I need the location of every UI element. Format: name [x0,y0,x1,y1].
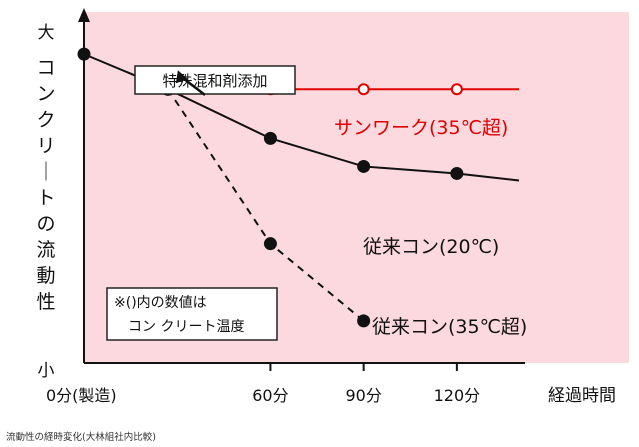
note-line-1: ※()内の数値は [114,295,207,311]
data-point [450,83,463,96]
data-point [450,166,464,180]
axes [78,8,525,371]
x-tick-label: 90分 [345,386,381,405]
data-point [357,83,370,96]
x-tick-label: 60分 [252,386,288,405]
labels-layer: 大小 コンクリ｜トの流動性 0分(製造) 60分 90分 120分 経過時間 サンワーク(35… [36,23,616,406]
y-axis-arrowhead [78,8,90,22]
x-axis-label: 経過時間 [548,386,616,406]
x-tick-label: 0分(製造) [46,386,117,405]
data-point [263,131,277,145]
note-line-2: コン クリート温度 [128,319,244,335]
y-bottom-label: 小 [38,361,55,381]
annotation-box [134,65,296,95]
data-point [77,47,91,61]
data-point [263,237,277,251]
figure-caption: 流動性の経時変化(大林組社内比較) [6,432,156,443]
series-name-label: 従来コン(20℃) [363,236,499,258]
flow-chart: 大小 コンクリ｜トの流動性 0分(製造) 60分 90分 120分 経過時間 サンワーク(35… [36,8,629,406]
note-box [106,287,278,341]
annotation-arrow-line [181,76,206,96]
annotation-arrowhead [175,70,188,84]
y-top-label: 大 [38,23,55,43]
y-axis-label: コンクリ｜トの流動性 [36,57,55,313]
series-name-label: 従来コン(35℃超) [372,316,527,338]
x-tick-label: 120分 [434,386,481,405]
series-name-label: サンワーク(35℃超) [334,117,508,139]
data-point [357,159,371,173]
data-point [357,314,371,328]
annotation-text: 特殊混和剤添加 [162,72,267,90]
